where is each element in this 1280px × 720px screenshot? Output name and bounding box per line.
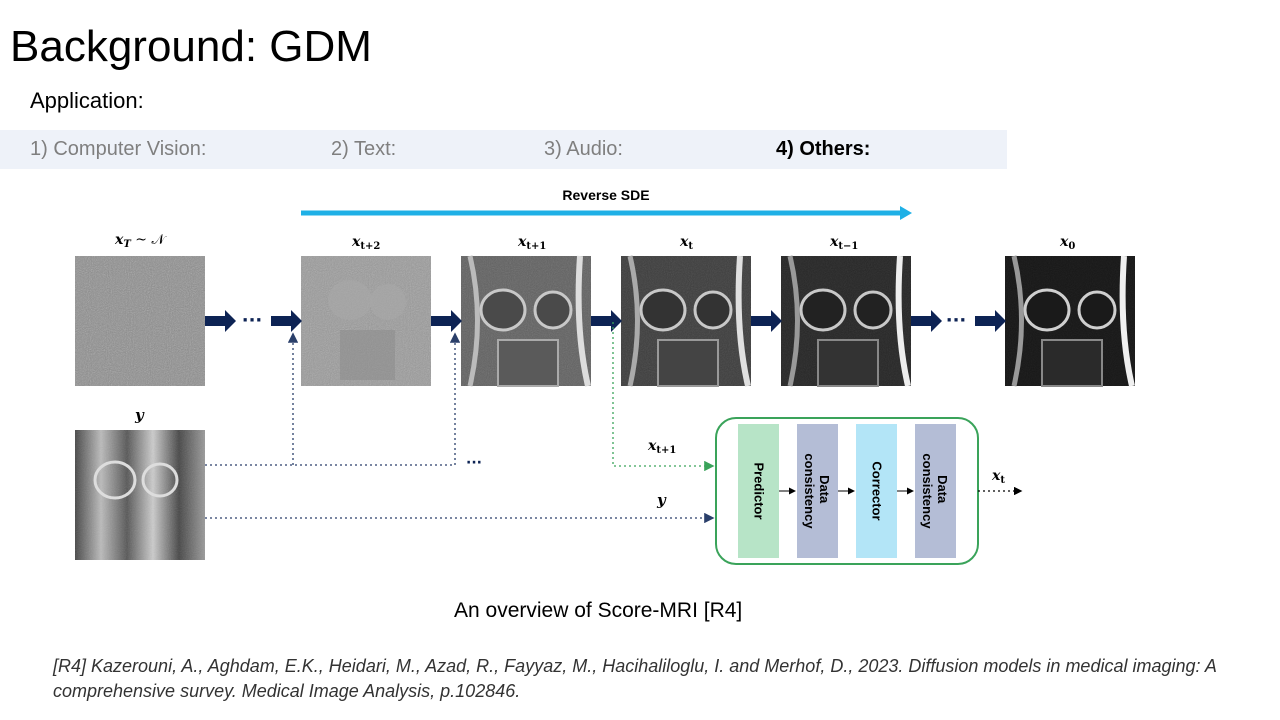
label-xt: xt [679,234,693,252]
label-xT: xT ~ 𝒩 [114,232,167,250]
ellipsis-lower: ··· [466,455,482,471]
reverse-sde-label: Reverse SDE [562,187,649,203]
tab-text[interactable]: 2) Text: [331,138,397,160]
image-xtm1 [781,255,911,387]
block-data-consistency-2: Data consistency [915,424,956,558]
image-xt1 [461,255,591,387]
label-x0: x0 [1059,234,1075,252]
block-predictor-label: Predictor [752,462,767,519]
image-y-measurement [75,430,205,560]
block-data-consistency-1: Data consistency [797,424,838,558]
block-dc2-text: Data consistency [920,453,950,529]
label-y: y [134,406,145,424]
reference-citation: [R4] Kazerouni, A., Aghdam, E.K., Heidar… [53,656,1217,701]
green-dotted-link [612,322,715,472]
figure-caption: An overview of Score-MRI [R4] [454,599,743,622]
block-dc1-text: Data consistency [802,453,832,529]
output-label-xt: xt [991,468,1005,486]
image-x0 [1005,255,1135,387]
block-predictor: Predictor [738,424,779,558]
label-xtm1: xt−1 [829,234,858,252]
tab-audio[interactable]: 3) Audio: [544,138,623,160]
tab-computer-vision[interactable]: 1) Computer Vision: [30,138,207,160]
label-xt2: xt+2 [351,234,380,252]
page-title: Background: GDM [10,22,372,71]
image-xT-noise [75,256,205,386]
input-label-xt1: xt+1 [647,438,676,456]
label-xt1: xt+1 [517,234,546,252]
section-subtitle: Application: [30,88,144,113]
input-label-y: y [656,491,667,509]
dotted-links-measurement [205,332,715,524]
ellipsis-left: ··· [242,310,263,331]
forward-flow-arrows [205,310,1006,332]
reverse-sde-arrowhead [900,206,912,220]
tab-others[interactable]: 4) Others: [776,138,871,160]
block-corrector: Corrector [856,424,897,558]
image-xt2 [301,256,431,386]
score-mri-diagram: Reverse SDE xT ~ 𝒩 xt+2 xt+1 xt xt−1 x0 [0,175,1180,580]
ellipsis-right: ··· [946,310,967,331]
block-corrector-label: Corrector [870,461,885,520]
application-tab-bar [0,130,1007,169]
image-xt [621,255,751,387]
